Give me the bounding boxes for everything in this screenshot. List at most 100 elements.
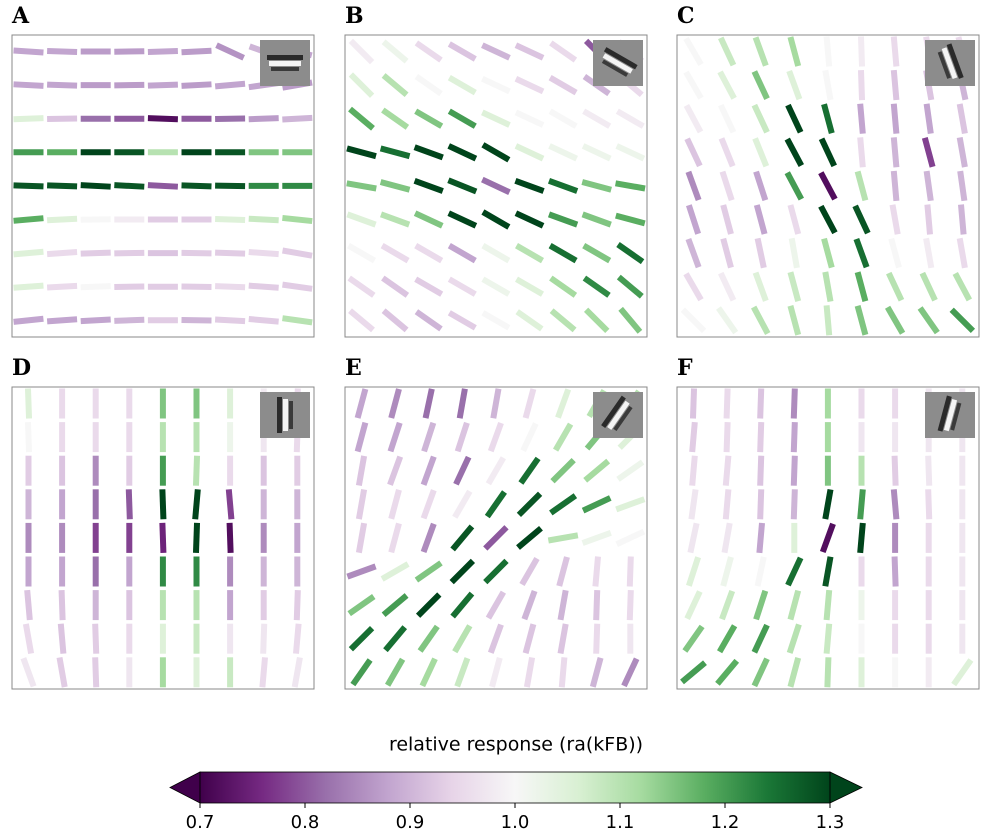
segment (693, 389, 694, 419)
segment (263, 624, 264, 654)
panel-label: D (12, 355, 31, 381)
segment (449, 146, 476, 159)
segment (894, 137, 897, 167)
segment (790, 624, 799, 653)
segment (416, 279, 442, 294)
segment (927, 171, 931, 201)
segment (682, 663, 705, 682)
segment (351, 628, 372, 649)
segment (297, 590, 298, 620)
segment (960, 238, 965, 268)
segment (487, 492, 504, 517)
segment (521, 458, 538, 483)
segment (456, 457, 469, 484)
segment (722, 591, 732, 619)
segment (426, 389, 432, 418)
segment (584, 278, 609, 295)
segment (683, 310, 704, 331)
segment (630, 590, 631, 620)
segment (182, 51, 212, 53)
segment (282, 285, 312, 289)
segment (449, 313, 475, 328)
segment (721, 38, 734, 65)
segment (482, 112, 509, 125)
segment (384, 42, 407, 61)
panel (14, 45, 313, 322)
segment (262, 657, 265, 687)
segment (794, 489, 795, 519)
segment (349, 278, 374, 295)
segment (416, 312, 441, 329)
segment (621, 309, 640, 332)
segment (760, 422, 761, 452)
segment (827, 624, 830, 654)
segment (491, 625, 501, 653)
segment (415, 213, 442, 226)
segment (215, 84, 245, 87)
colorbar-extend-low (170, 772, 200, 803)
segment (47, 118, 77, 119)
segment (596, 624, 597, 654)
segment (295, 658, 300, 688)
segment (760, 489, 761, 519)
segment (449, 44, 475, 59)
segment (717, 661, 736, 684)
segment (391, 523, 399, 552)
segment (416, 43, 441, 60)
segment (350, 109, 373, 128)
segment (754, 105, 767, 132)
segment (516, 213, 543, 226)
segment (485, 561, 506, 582)
segment (47, 51, 77, 52)
segment (860, 137, 863, 167)
panel-label: A (11, 3, 30, 29)
segment (827, 657, 828, 687)
segment (888, 307, 903, 333)
panel-label: F (677, 355, 693, 381)
segment (526, 389, 534, 418)
segment (229, 489, 232, 519)
segment (114, 320, 144, 321)
segment (390, 457, 400, 485)
segment (518, 528, 541, 547)
segment (47, 185, 77, 186)
segment (460, 389, 465, 419)
segment (249, 319, 279, 322)
inset-pattern (267, 55, 303, 71)
segment (449, 111, 475, 126)
segment (722, 172, 731, 201)
segment (517, 312, 542, 329)
colorbar-tick-label: 1.0 (501, 812, 530, 833)
segment (583, 146, 610, 159)
segment (81, 286, 111, 287)
colorbar-extend-high (830, 772, 862, 803)
segment (756, 172, 765, 201)
segment (491, 423, 501, 451)
segment (449, 78, 475, 93)
segment (926, 238, 931, 268)
segment (754, 625, 767, 652)
segment (858, 171, 866, 200)
colorbar-tick-label: 1.3 (816, 812, 845, 833)
segment (424, 423, 433, 452)
colorbar-tick-label: 0.7 (186, 812, 215, 833)
segment (758, 557, 764, 586)
segment (358, 423, 366, 452)
segment (347, 566, 375, 576)
segment (458, 423, 467, 452)
segment (488, 592, 503, 618)
segment (517, 279, 543, 294)
segment (619, 277, 642, 296)
segment (215, 286, 245, 287)
segment (721, 138, 732, 166)
segment (617, 532, 644, 545)
inset-dark (267, 55, 303, 60)
segment (860, 489, 863, 519)
segment (952, 310, 973, 331)
segment (114, 286, 144, 287)
segment (182, 253, 212, 254)
segment (526, 624, 534, 653)
segment (824, 239, 832, 268)
segment (59, 658, 64, 688)
segment (148, 118, 178, 119)
